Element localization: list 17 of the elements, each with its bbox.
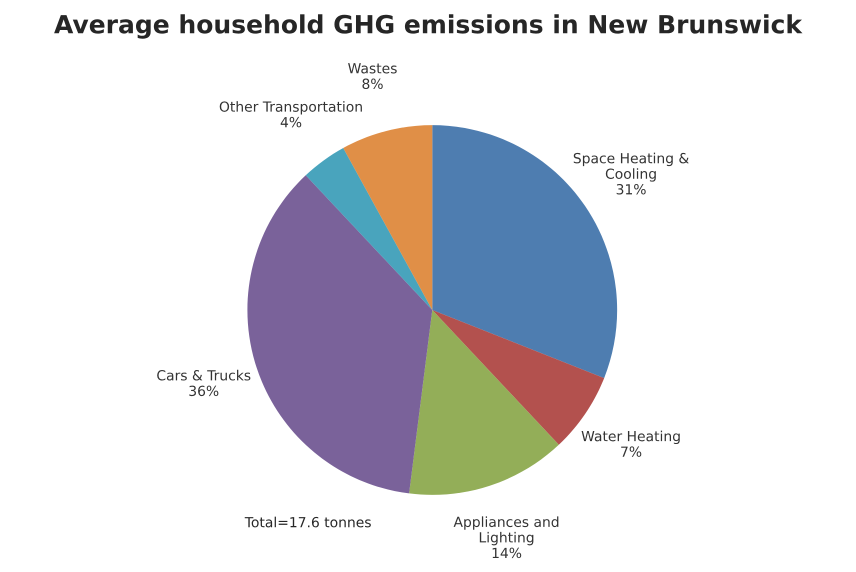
data-label: 14% xyxy=(492,548,522,558)
data-label: 8% xyxy=(362,78,383,90)
slice-label: Cars & Trucks xyxy=(157,370,250,381)
data-label: 31% xyxy=(616,184,646,195)
slice-label: Other Transportation xyxy=(220,101,362,115)
text: Total=17.6 tonnes xyxy=(244,516,371,528)
slice-label: Water Heating xyxy=(582,430,680,444)
slice-label: Appliances and Lighting xyxy=(454,516,558,546)
data-label: 7% xyxy=(621,446,642,457)
pie-slice xyxy=(343,125,432,310)
pie-slice xyxy=(306,148,432,310)
slice-label: Wastes xyxy=(348,63,397,74)
data-label: 4% xyxy=(280,116,302,128)
pie-slice xyxy=(409,310,559,495)
data-label: 36% xyxy=(189,386,218,396)
slice-label: Space Heating & Cooling xyxy=(574,152,689,182)
chart-title: Average household GHG emissions in New Brunswick xyxy=(54,14,802,39)
